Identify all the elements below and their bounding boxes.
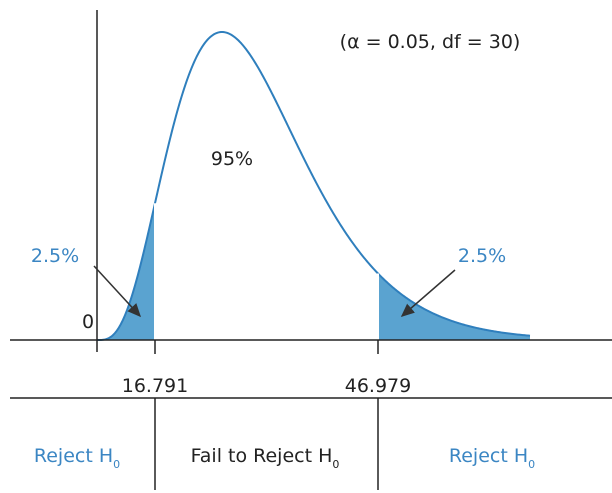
- critical-value: 16.791: [122, 375, 188, 397]
- left-tail-label: 2.5%: [31, 245, 79, 267]
- region-label: Reject H0: [34, 445, 120, 471]
- region-subscript: 0: [332, 458, 339, 471]
- arrow: [93, 265, 142, 318]
- region-text: Reject H: [34, 445, 113, 467]
- curve-layer: [97, 30, 531, 341]
- region-label: Reject H0: [449, 445, 535, 471]
- region-text: Fail to Reject H: [191, 445, 333, 467]
- center-label: 95%: [211, 148, 253, 170]
- right-tail-area: [378, 273, 530, 340]
- arrow: [400, 269, 456, 317]
- right-tail-label: 2.5%: [458, 245, 506, 267]
- region-text: Reject H: [449, 445, 528, 467]
- left-tail-area: [97, 203, 155, 340]
- annotation: (α = 0.05, df = 30): [340, 31, 521, 53]
- region-subscript: 0: [528, 458, 535, 471]
- region-label: Fail to Reject H0: [191, 445, 340, 471]
- curve: [97, 30, 531, 341]
- critical-value: 46.979: [345, 375, 411, 397]
- origin-label: 0: [82, 311, 94, 333]
- region-subscript: 0: [113, 458, 120, 471]
